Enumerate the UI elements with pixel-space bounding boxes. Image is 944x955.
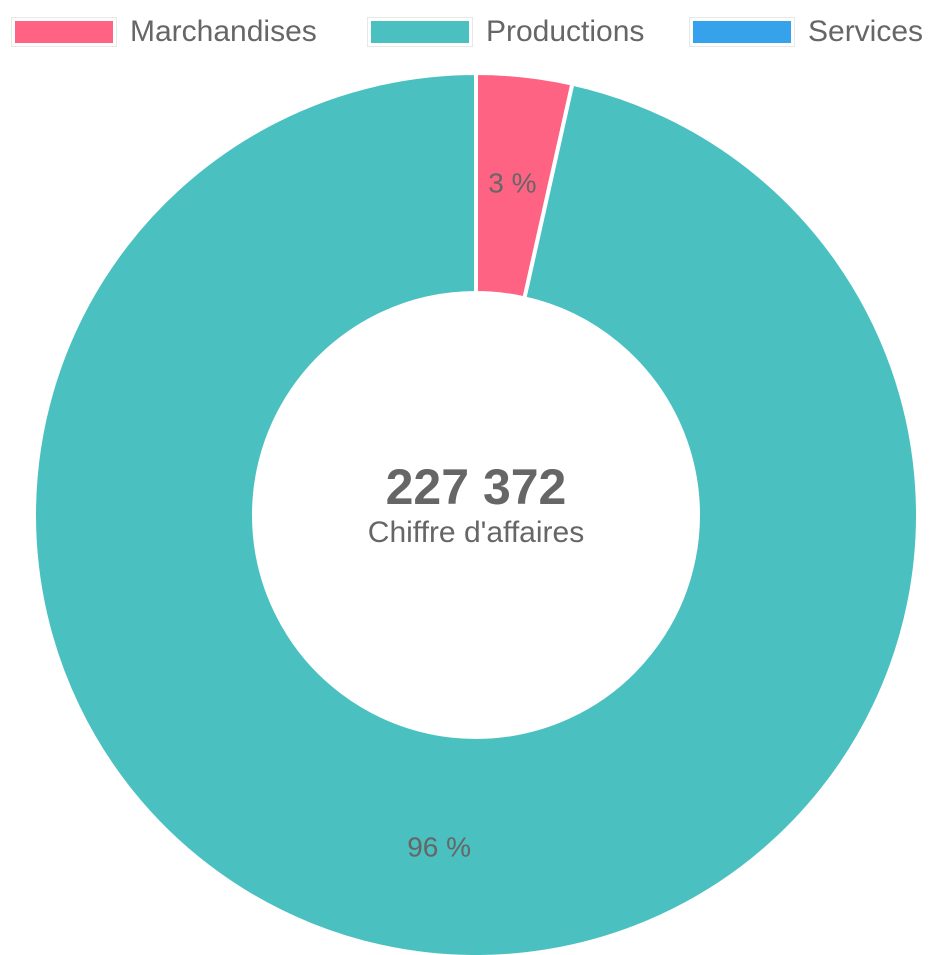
center-total-label: Chiffre d'affaires (367, 516, 585, 549)
legend-label-productions: Productions (486, 15, 645, 48)
chart-legend: Marchandises Productions Services (0, 12, 944, 52)
legend-swatch-productions (367, 17, 473, 47)
center-total-value: 227 372 (385, 459, 567, 515)
legend-swatch-marchandises (11, 17, 117, 47)
legend-item-marchandises[interactable]: Marchandises (11, 12, 317, 52)
donut-slice-productions[interactable] (32, 70, 920, 955)
slice-label-productions: 96 % (407, 831, 471, 862)
legend-item-services[interactable]: Services (689, 12, 924, 52)
legend-swatch-services (689, 17, 795, 47)
donut-center: 227 372 Chiffre d'affaires (276, 460, 676, 551)
legend-label-marchandises: Marchandises (130, 15, 317, 48)
slice-label-marchandises: 3 % (488, 167, 536, 198)
legend-label-services: Services (808, 15, 924, 48)
legend-item-productions[interactable]: Productions (367, 12, 645, 52)
